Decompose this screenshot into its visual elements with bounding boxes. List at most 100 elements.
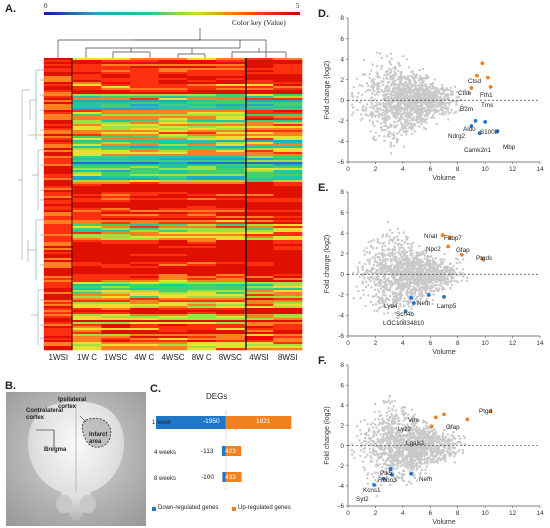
heatmap-cell [187,120,217,123]
heatmap-cell [44,130,73,133]
heatmap-cell [244,60,274,63]
background-gene-point [432,260,435,264]
background-gene-point [356,108,359,112]
heatmap-cell [72,336,102,339]
x-axis-label: Volume [432,349,455,356]
heatmap-cell [44,342,73,345]
heatmap-cell [72,270,102,273]
background-gene-point [394,72,398,76]
background-gene-point [366,423,369,426]
background-gene-point [454,110,458,114]
heatmap-cell [244,150,274,153]
heatmap-cell [101,214,131,217]
heatmap-cell [101,78,131,81]
background-gene-point [408,469,411,472]
heatmap-cell [273,208,303,211]
heatmap-cell [72,340,102,343]
heatmap-cell [216,172,245,175]
background-gene-point [397,117,401,120]
heatmap-cell [130,194,159,197]
x-tick-label: 14 [536,340,544,347]
heatmap-cell [72,124,102,127]
heatmap-cell [244,216,274,219]
heatmap-cell [44,160,73,163]
background-gene-point [417,441,420,444]
background-gene-point [398,231,401,235]
heatmap-cell [101,138,131,141]
heatmap-cell [72,346,102,349]
heatmap-cell [158,304,188,307]
heatmap-cell [216,328,245,331]
background-gene-point [397,419,400,423]
background-gene-point [391,90,395,93]
heatmap-cell [273,216,303,219]
heatmap-cell [244,106,274,109]
background-gene-point [388,229,391,232]
heatmap-cell [72,132,102,135]
heatmap-cell [101,92,131,95]
background-gene-point [377,252,380,255]
background-gene-point [401,243,404,247]
heatmap-cell [244,182,274,185]
heatmap-cell [216,180,245,183]
heatmap-cell [72,264,102,267]
background-gene-point [393,301,397,304]
background-gene-point [447,118,450,121]
heatmap-cell [273,334,303,337]
heatmap-cell [187,274,217,277]
background-gene-point [414,87,417,90]
background-gene-point [425,74,428,77]
heatmap-cell [187,110,217,113]
background-gene-point [431,302,434,306]
heatmap-cell [273,254,303,257]
background-gene-point [383,135,386,138]
background-gene-point [372,277,376,280]
background-gene-point [444,271,447,274]
background-gene-point [357,92,360,95]
heatmap-cell [244,166,274,169]
heatmap-cell [130,148,159,151]
background-gene-point [455,261,458,265]
heatmap-cell [244,226,274,229]
background-gene-point [416,107,420,110]
background-gene-point [422,97,426,101]
legend-label-down: Down-regulated genes [158,505,219,511]
heatmap-cell [244,174,274,177]
heatmap-cell [101,136,131,139]
heatmap-cell [244,256,274,259]
heatmap-cell [158,186,188,189]
heatmap-cell [273,318,303,321]
background-gene-point [438,112,441,115]
heatmap-cell [244,328,274,331]
heatmap-cell [158,316,188,319]
heatmap-cell [101,264,131,267]
background-gene-point [355,77,358,80]
background-gene-point [424,127,427,131]
heatmap-cell [216,108,245,111]
heatmap-cell [101,254,131,257]
background-gene-point [356,266,359,269]
heatmap-cell [101,266,131,269]
heatmap-cell [158,192,188,195]
heatmap-cell [130,188,159,191]
heatmap-cell [244,190,274,193]
heatmap-cell [44,156,73,159]
heatmap-cell [244,340,274,343]
background-gene-point [417,275,420,278]
background-gene-point [410,85,413,88]
background-gene-point [395,268,398,271]
background-gene-point [428,280,431,284]
heatmap-cell [216,78,245,81]
heatmap-cell [158,270,188,273]
heatmap-cell [130,234,159,237]
heatmap-cell [273,314,303,317]
heatmap-cell [273,80,303,83]
heatmap-cell [244,262,274,265]
heatmap-cell [130,288,159,291]
background-gene-point [423,96,426,99]
heatmap-cell [187,280,217,283]
background-gene-point [412,116,415,119]
heatmap-cell [158,300,188,303]
heatmap-cell [244,148,274,151]
background-gene-point [427,270,430,273]
